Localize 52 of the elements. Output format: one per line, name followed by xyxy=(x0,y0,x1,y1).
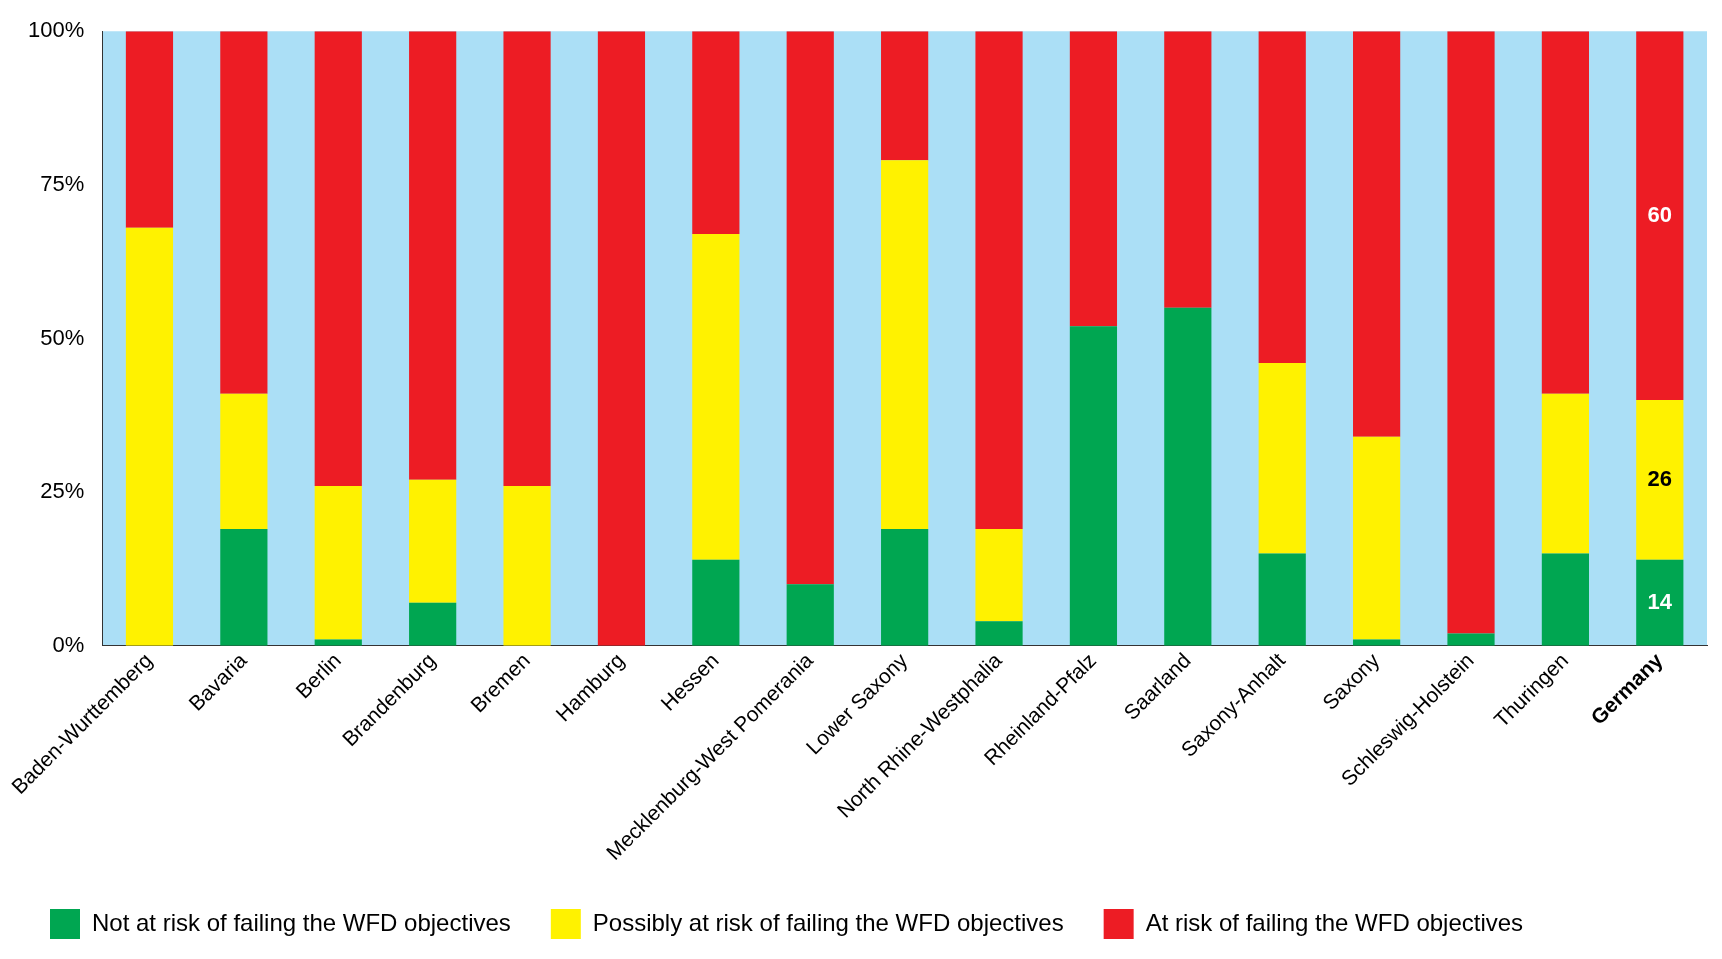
y-tick-label: 100% xyxy=(27,17,85,43)
bar xyxy=(692,559,740,646)
y-tick-label: 25% xyxy=(40,478,85,504)
bar xyxy=(1069,31,1118,327)
legend-label: At risk of failing the WFD objectives xyxy=(1145,908,1524,936)
legend-label: Not at risk of failing the WFD objectives xyxy=(92,908,511,936)
data-label: 14 xyxy=(1647,588,1673,614)
y-tick-label: 75% xyxy=(40,170,85,196)
bar xyxy=(1636,399,1684,560)
legend-label: Possibly at risk of failing the WFD objectives xyxy=(592,908,1064,936)
bar xyxy=(1636,559,1684,646)
bar xyxy=(409,602,457,646)
bar xyxy=(1353,31,1401,437)
bar xyxy=(220,393,268,529)
bar xyxy=(409,31,457,480)
bar xyxy=(975,31,1023,529)
bar xyxy=(503,31,551,486)
bar xyxy=(125,227,174,646)
bar xyxy=(220,31,268,394)
bar xyxy=(314,485,362,640)
bar xyxy=(881,160,929,529)
bar xyxy=(314,31,362,486)
bar xyxy=(975,528,1023,622)
bar xyxy=(503,485,551,646)
bar xyxy=(125,31,174,228)
bar xyxy=(692,31,740,234)
bar xyxy=(1069,326,1118,646)
bar xyxy=(1164,31,1212,308)
bar xyxy=(1258,31,1306,364)
y-tick-label: 0% xyxy=(52,631,85,657)
bar xyxy=(1541,553,1590,646)
bar xyxy=(786,31,834,585)
bar xyxy=(1636,31,1684,400)
bar xyxy=(1258,363,1306,554)
bar xyxy=(1447,633,1495,646)
y-tick-label: 50% xyxy=(40,324,85,350)
bar xyxy=(692,234,740,560)
bar xyxy=(1353,436,1401,640)
bar xyxy=(1164,307,1212,646)
bar xyxy=(1258,553,1306,646)
bar xyxy=(1541,31,1590,394)
bar xyxy=(409,479,457,603)
bar xyxy=(1541,393,1590,554)
bar xyxy=(220,528,268,646)
data-label: 26 xyxy=(1647,465,1673,491)
bar xyxy=(881,528,929,646)
bar xyxy=(597,31,646,646)
bar xyxy=(975,621,1023,646)
bar xyxy=(881,31,929,161)
data-label: 60 xyxy=(1647,201,1673,227)
bar xyxy=(1447,31,1495,634)
bar xyxy=(786,584,834,646)
